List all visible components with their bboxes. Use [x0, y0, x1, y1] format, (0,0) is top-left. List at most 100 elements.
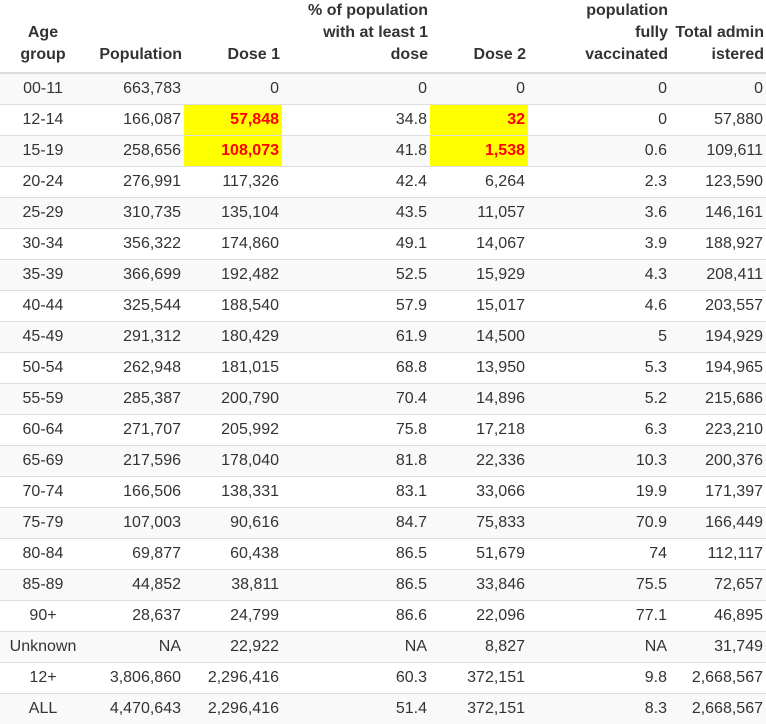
cell-dose2: 0 — [430, 73, 528, 105]
cell-age: 75-79 — [0, 508, 86, 539]
cell-dose2: 14,896 — [430, 384, 528, 415]
cell-population: 107,003 — [86, 508, 184, 539]
cell-total: 0 — [670, 73, 766, 105]
cell-total: 200,376 — [670, 446, 766, 477]
cell-population: 271,707 — [86, 415, 184, 446]
cell-total: 109,611 — [670, 136, 766, 167]
cell-age: Unknown — [0, 632, 86, 663]
cell-dose2: 8,827 — [430, 632, 528, 663]
cell-dose2: 22,096 — [430, 601, 528, 632]
cell-total: 194,929 — [670, 322, 766, 353]
cell-pct-one: 84.7 — [282, 508, 430, 539]
cell-total: 223,210 — [670, 415, 766, 446]
cell-population: 663,783 — [86, 73, 184, 105]
cell-age: 80-84 — [0, 539, 86, 570]
cell-pct-full: 4.6 — [528, 291, 670, 322]
cell-population: 285,387 — [86, 384, 184, 415]
cell-total: 208,411 — [670, 260, 766, 291]
cell-dose2: 32 — [430, 105, 528, 136]
cell-pct-full: 5 — [528, 322, 670, 353]
cell-dose1: 22,922 — [184, 632, 282, 663]
cell-pct-one: 57.9 — [282, 291, 430, 322]
cell-pct-full: 10.3 — [528, 446, 670, 477]
cell-pct-one: 41.8 — [282, 136, 430, 167]
cell-age: 12+ — [0, 663, 86, 694]
cell-dose2: 14,500 — [430, 322, 528, 353]
cell-pct-one: 52.5 — [282, 260, 430, 291]
cell-pct-one: 51.4 — [282, 694, 430, 724]
cell-pct-one: 70.4 — [282, 384, 430, 415]
cell-dose1: 188,540 — [184, 291, 282, 322]
cell-pct-full: 0 — [528, 105, 670, 136]
cell-dose1: 117,326 — [184, 167, 282, 198]
cell-dose1: 192,482 — [184, 260, 282, 291]
cell-pct-full: 0 — [528, 73, 670, 105]
cell-pct-one: 43.5 — [282, 198, 430, 229]
cell-pct-one: NA — [282, 632, 430, 663]
cell-population: NA — [86, 632, 184, 663]
cell-population: 366,699 — [86, 260, 184, 291]
cell-dose2: 14,067 — [430, 229, 528, 260]
cell-age: 85-89 — [0, 570, 86, 601]
header-row: Age group Population Dose 1 % of populat… — [0, 0, 766, 73]
cell-pct-full: 6.3 — [528, 415, 670, 446]
cell-pct-full: 9.8 — [528, 663, 670, 694]
cell-dose2: 372,151 — [430, 694, 528, 724]
cell-age: 50-54 — [0, 353, 86, 384]
cell-population: 166,506 — [86, 477, 184, 508]
header-total-administered: Total administered — [670, 0, 766, 73]
cell-pct-one: 83.1 — [282, 477, 430, 508]
cell-total: 46,895 — [670, 601, 766, 632]
cell-age: 25-29 — [0, 198, 86, 229]
cell-dose1: 200,790 — [184, 384, 282, 415]
cell-pct-one: 0 — [282, 73, 430, 105]
cell-dose1: 181,015 — [184, 353, 282, 384]
cell-pct-full: 4.3 — [528, 260, 670, 291]
cell-population: 262,948 — [86, 353, 184, 384]
cell-pct-full: 70.9 — [528, 508, 670, 539]
cell-population: 166,087 — [86, 105, 184, 136]
cell-dose2: 33,066 — [430, 477, 528, 508]
cell-dose1: 174,860 — [184, 229, 282, 260]
cell-population: 276,991 — [86, 167, 184, 198]
header-pct-one-dose: % of population with at least 1 dose — [282, 0, 430, 73]
cell-dose2: 6,264 — [430, 167, 528, 198]
cell-dose1: 57,848 — [184, 105, 282, 136]
cell-population: 291,312 — [86, 322, 184, 353]
cell-pct-full: 19.9 — [528, 477, 670, 508]
cell-population: 3,806,860 — [86, 663, 184, 694]
cell-total: 215,686 — [670, 384, 766, 415]
cell-age: ALL — [0, 694, 86, 724]
cell-pct-one: 49.1 — [282, 229, 430, 260]
header-population: Population — [86, 0, 184, 73]
cell-dose1: 180,429 — [184, 322, 282, 353]
cell-dose2: 13,950 — [430, 353, 528, 384]
cell-age: 35-39 — [0, 260, 86, 291]
cell-total: 166,449 — [670, 508, 766, 539]
cell-dose1: 2,296,416 — [184, 663, 282, 694]
cell-population: 325,544 — [86, 291, 184, 322]
cell-population: 44,852 — [86, 570, 184, 601]
cell-pct-full: 2.3 — [528, 167, 670, 198]
cell-dose1: 135,104 — [184, 198, 282, 229]
cell-dose2: 51,679 — [430, 539, 528, 570]
cell-age: 12-14 — [0, 105, 86, 136]
cell-age: 60-64 — [0, 415, 86, 446]
cell-pct-one: 61.9 — [282, 322, 430, 353]
cell-pct-full: 5.3 — [528, 353, 670, 384]
cell-total: 146,161 — [670, 198, 766, 229]
cell-total: 171,397 — [670, 477, 766, 508]
header-dose1: Dose 1 — [184, 0, 282, 73]
cell-pct-full: 3.9 — [528, 229, 670, 260]
